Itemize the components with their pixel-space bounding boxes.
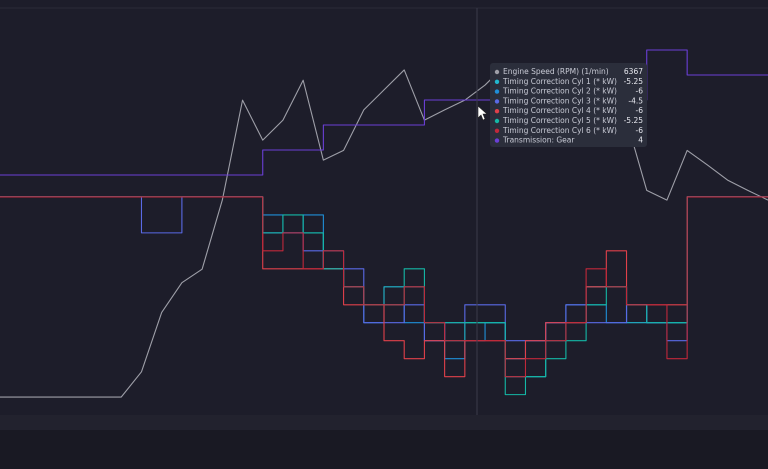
tooltip-label: Timing Correction Cyl 1 (* kW) xyxy=(502,77,617,86)
series-line xyxy=(0,196,768,378)
scroll-band xyxy=(0,415,768,430)
tooltip-swatch xyxy=(494,118,500,124)
tooltip-box xyxy=(490,63,647,147)
tooltip-swatch xyxy=(494,69,500,75)
tooltip-value: -4.5 xyxy=(628,96,643,105)
tooltip-label: Timing Correction Cyl 2 (* kW) xyxy=(502,87,617,96)
tooltip-label: Timing Correction Cyl 6 (* kW) xyxy=(502,126,617,135)
tooltip-value: 6367 xyxy=(624,67,643,76)
tooltip-swatch xyxy=(494,138,500,143)
tooltip-swatch xyxy=(494,128,500,133)
cursor xyxy=(477,105,488,121)
plot-area xyxy=(0,0,768,415)
tooltip-swatch xyxy=(494,99,500,104)
tooltip-label: Timing Correction Cyl 3 (* kW) xyxy=(502,96,617,105)
tooltip-label: Timing Correction Cyl 5 (* kW) xyxy=(502,116,617,125)
series-line xyxy=(0,64,768,398)
tooltip-label: Engine Speed (RPM) (1/min) xyxy=(503,67,609,76)
tooltip: Engine Speed (RPM) (1/min) 6367 Timing Cor… xyxy=(490,63,647,147)
tooltip-label: Transmission: Gear xyxy=(502,136,575,145)
tooltip-swatch xyxy=(494,79,500,85)
tooltip-value: -6 xyxy=(636,106,644,115)
tooltip-value: 4 xyxy=(638,136,643,145)
tooltip-swatch xyxy=(494,109,500,114)
series-line xyxy=(0,49,768,176)
tooltip-label: Timing Correction Cyl 4 (* kW) xyxy=(502,106,617,115)
tooltip-value: -5.25 xyxy=(624,116,644,125)
tooltip-swatch xyxy=(494,89,500,94)
tooltip-value: -6 xyxy=(636,87,644,96)
tooltip-value: -5.25 xyxy=(624,77,644,86)
tooltip-value: -6 xyxy=(636,126,644,135)
traces xyxy=(0,49,768,398)
